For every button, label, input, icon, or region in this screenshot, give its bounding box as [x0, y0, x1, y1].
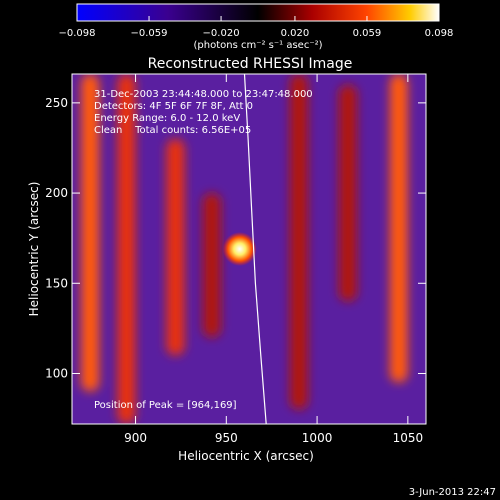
bright-streak: [289, 74, 308, 410]
colorbar: [76, 3, 440, 22]
annotation-detectors: Detectors: 4F 5F 6F 7F 8F, Att 0: [94, 101, 253, 112]
bright-streak: [338, 84, 357, 302]
annotation-time-range: 31-Dec-2003 23:44:48.000 to 23:47:48.000: [94, 89, 313, 100]
chart-title: Reconstructed RHESSI Image: [148, 56, 353, 72]
x-axis: 900 950 1000 1050: [124, 74, 423, 445]
x-tick-label: 1000: [302, 431, 333, 445]
bright-streak: [117, 74, 136, 424]
plot-area: [72, 74, 426, 424]
colorbar-tick-label: 0.098: [425, 28, 454, 39]
bright-streak: [166, 138, 185, 356]
y-axis-label: Heliocentric Y (arcsec): [27, 182, 41, 317]
colorbar-tick-label: −0.098: [58, 28, 95, 39]
colorbar-tick-label: −0.020: [203, 28, 240, 39]
x-tick-label: 900: [124, 431, 147, 445]
annotation-clean-counts: Clean Total counts: 6.56E+05: [94, 125, 251, 136]
y-axis: 100 150 200 250: [45, 96, 426, 380]
colorbar-ticks: −0.098 −0.059 −0.020 0.020 0.059 0.098: [58, 16, 453, 39]
x-tick-label: 1050: [393, 431, 424, 445]
y-tick-label: 200: [45, 186, 68, 200]
annotation-energy-range: Energy Range: 6.0 - 12.0 keV: [94, 113, 240, 124]
peak-source: [222, 232, 257, 266]
bright-streak: [202, 193, 221, 338]
bright-streak: [81, 74, 100, 392]
solar-limb-curve: [243, 74, 267, 424]
y-tick-label: 250: [45, 96, 68, 110]
colorbar-tick-label: 0.059: [353, 28, 382, 39]
annotation-block: 31-Dec-2003 23:44:48.000 to 23:47:48.000…: [94, 89, 313, 136]
render-date: 3-Jun-2013 22:47: [409, 487, 496, 498]
colorbar-tick-label: 0.020: [281, 28, 310, 39]
x-tick-label: 950: [215, 431, 238, 445]
plot-frame: [71, 73, 427, 425]
peak-position-label: Position of Peak = [964,169]: [94, 400, 237, 411]
colorbar-tick-label: −0.059: [131, 28, 168, 39]
y-tick-label: 100: [45, 366, 68, 380]
bright-streak: [389, 74, 408, 383]
colorbar-unit-label: (photons cm⁻² s⁻¹ asec⁻²): [193, 40, 322, 51]
x-axis-label: Heliocentric X (arcsec): [178, 449, 314, 463]
y-tick-label: 150: [45, 276, 68, 290]
